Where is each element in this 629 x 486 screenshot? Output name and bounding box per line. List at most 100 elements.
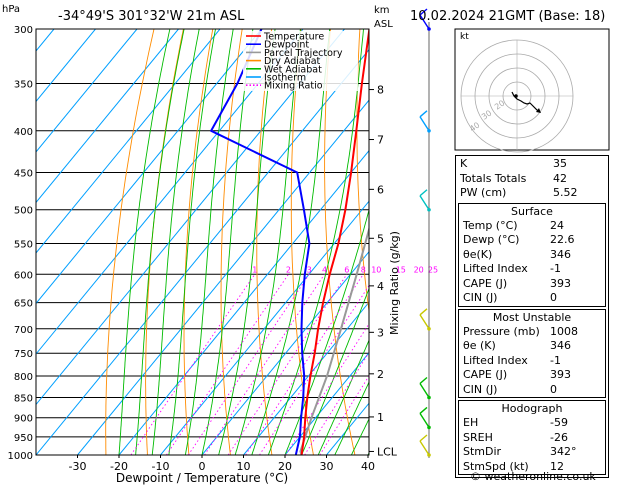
index-row: PW (cm) 5.52 [456, 186, 608, 201]
height-tick-label: 3 [377, 326, 384, 339]
legend-label: Parcel Trajectory [264, 48, 343, 59]
mixing-ratio-line [227, 274, 348, 455]
surface-value: 0 [550, 291, 557, 304]
mu-label: CIN (J) [463, 382, 498, 396]
pressure-tick-label: 1000 [8, 451, 33, 462]
mixing-ratio-line [319, 375, 369, 455]
hodo-row: StmSpd (kt) 12 [459, 460, 605, 475]
wind-barb-flag [419, 8, 428, 16]
wind-barb-flag [419, 406, 428, 414]
wet-adiabat-line [317, 339, 369, 455]
mu-value: -1 [550, 353, 561, 367]
mixing-ratio-label: 15 [396, 265, 406, 274]
mixing-ratio-axis-label: Mixing Ratio (g/kg) [388, 231, 401, 335]
index-value: 42 [553, 171, 567, 185]
temperature-tick-label: -30 [69, 460, 87, 473]
index-value: 5.52 [553, 186, 578, 199]
hodograph-arrow-icon [536, 108, 541, 113]
index-row: K 35 [456, 157, 608, 172]
wind-barb-flag [419, 189, 428, 197]
height-tick-label: 2 [377, 368, 384, 381]
mu-value: 0 [550, 382, 557, 396]
section-title: Most Unstable [492, 310, 572, 324]
isotherm-line [36, 29, 221, 254]
surface-row: Dewp (°C) 22.6 [459, 233, 605, 248]
hodograph-frame [454, 28, 610, 151]
legend-label: Mixing Ratio [264, 81, 323, 92]
dry-adiabat-line [356, 29, 369, 315]
temperature-line [300, 29, 369, 455]
hodograph-indices-section: Hodograph EH -59 SREH -26 StmDir 342° St… [458, 400, 606, 475]
hodograph-unit: kt [460, 32, 469, 42]
wind-barb-shaft [419, 383, 430, 398]
pressure-tick-label: 750 [14, 349, 33, 360]
hodo-label: EH [463, 416, 479, 429]
mixing-ratio-label: 25 [428, 265, 438, 274]
mu-value: 346 [550, 339, 571, 352]
hodo-label: StmSpd (kt) [463, 459, 529, 473]
isotherm-line [284, 351, 369, 455]
mixing-ratio-label: 4 [322, 265, 327, 274]
hodo-value: 342° [550, 445, 577, 458]
mixing-ratio-label: 6 [344, 265, 349, 274]
mu-label: θe (K) [463, 339, 496, 352]
dry-adiabat-line [105, 29, 155, 455]
temperature-tick-label: -10 [152, 460, 170, 473]
wet-adiabat-line [267, 29, 364, 455]
mu-value: 1008 [550, 324, 578, 338]
pressure-tick-label: 800 [14, 372, 33, 383]
dry-adiabat-line [625, 29, 629, 455]
isotherm-line [160, 200, 369, 455]
indices-panel: K 35 Totals Totals 42 PW (cm) 5.52 Surfa… [455, 155, 609, 478]
x-axis-label: Dewpoint / Temperature (°C) [116, 471, 288, 485]
temperature-tick-label: 20 [278, 460, 292, 473]
wind-barb-shaft [419, 440, 430, 456]
wet-adiabat-line [151, 29, 200, 455]
mixing-ratio-label: 20 [414, 265, 424, 274]
pressure-tick-label: 700 [14, 325, 33, 336]
isotherm-line [36, 48, 369, 455]
wind-barb-flag [419, 308, 428, 316]
wind-barb-shaft [419, 413, 430, 428]
mu-label: Pressure (mb) [463, 324, 540, 338]
mu-label: Lifted Index [463, 353, 528, 367]
temperature-tick-label: 40 [361, 460, 375, 473]
mu-row: CAPE (J) 393 [459, 368, 605, 383]
mixing-ratio-label: 8 [361, 265, 366, 274]
surface-value: 346 [550, 247, 571, 261]
hodo-label: SREH [463, 430, 493, 444]
surface-value: 24 [550, 218, 564, 232]
wet-adiabat-line [334, 381, 369, 455]
mu-label: CAPE (J) [463, 368, 508, 381]
hodo-value: 12 [550, 459, 564, 473]
surface-label: θe(K) [463, 247, 493, 261]
surface-label: CAPE (J) [463, 276, 508, 290]
temperature-tick-label: 0 [199, 460, 206, 473]
index-label: PW (cm) [460, 186, 507, 199]
hodograph: kt 40 30 20 [454, 28, 610, 153]
index-label: Totals Totals [460, 171, 527, 185]
height-tick-label: 1 [377, 411, 384, 424]
pressure-tick-label: 500 [14, 206, 33, 217]
dry-adiabat-line [145, 29, 184, 455]
legend-label: Isotherm [264, 73, 306, 84]
height-tick-label: 6 [377, 183, 384, 196]
surface-section: Surface Temp (°C) 24 Dewp (°C) 22.6 θe(K… [458, 202, 606, 307]
mu-row: Pressure (mb) 1008 [459, 325, 605, 340]
wind-barb-flag [419, 376, 428, 385]
mixing-ratio-label: 10 [371, 265, 381, 274]
hodo-value: -26 [550, 430, 568, 444]
wet-adiabat-line [218, 29, 276, 455]
section-title: Surface [511, 204, 553, 218]
pressure-tick-label: 400 [14, 127, 33, 138]
wet-adiabat-line [168, 29, 216, 455]
wet-adiabat-line [234, 29, 301, 455]
km-unit-label: km [374, 5, 390, 16]
temperature-tick-label: -20 [110, 460, 128, 473]
wind-barb-flag [419, 434, 428, 442]
wet-adiabat-line [251, 29, 331, 455]
surface-value: 22.6 [550, 233, 575, 246]
height-tick-label: LCL [377, 445, 398, 458]
location-title: -34°49'S 301°32'W 21m ASL [58, 9, 245, 24]
dry-adiabat-line [183, 29, 214, 455]
